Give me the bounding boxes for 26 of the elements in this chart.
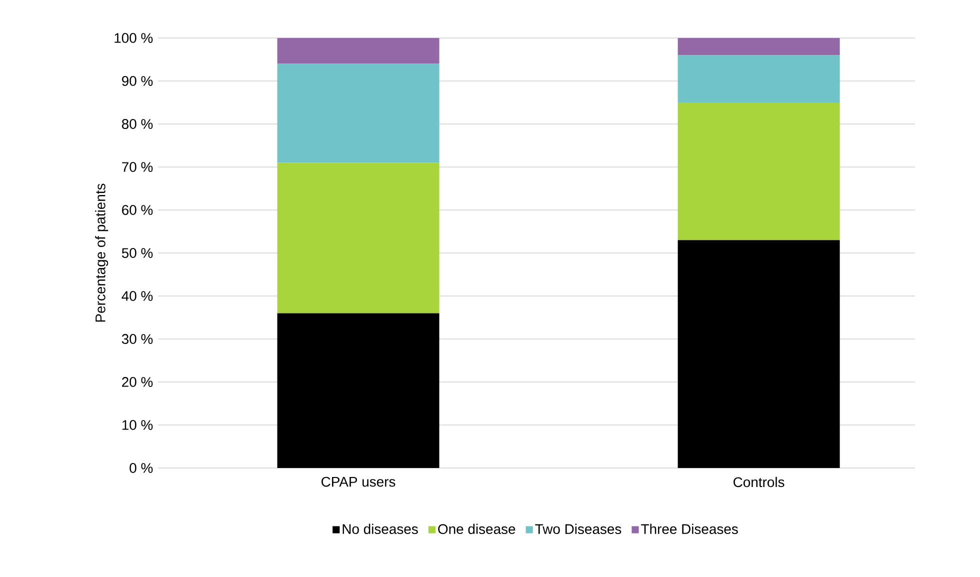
bar — [678, 240, 840, 468]
y-tick-label: 30 % — [122, 334, 153, 344]
bar — [277, 313, 440, 468]
y-tick-label: 80 % — [122, 119, 153, 129]
y-tick-label: 90 % — [122, 76, 153, 86]
legend-label: Three Diseases — [641, 524, 738, 534]
y-tick-label: 40 % — [122, 291, 153, 301]
bar — [277, 162, 440, 314]
bar — [277, 38, 440, 64]
y-tick-label: 0 % — [130, 463, 153, 473]
bar — [678, 38, 840, 56]
y-tick-label: 60 % — [122, 205, 153, 215]
legend-label: Two Diseases — [535, 524, 622, 534]
y-axis-title: Percentage of patients — [95, 184, 108, 322]
legend-label: No diseases — [342, 524, 418, 534]
bar — [277, 64, 440, 163]
bar — [678, 55, 840, 102]
x-tick-label: Controls — [734, 476, 784, 488]
y-tick-label: 100 % — [114, 33, 153, 43]
x-tick-label: CPAP users — [322, 476, 396, 487]
y-tick-label: 10 % — [122, 420, 153, 430]
bar — [678, 102, 840, 240]
y-tick-label: 50 % — [122, 248, 153, 258]
legend-label: One disease — [438, 524, 516, 534]
y-tick-label: 20 % — [122, 377, 153, 387]
y-tick-label: 70 % — [122, 162, 153, 172]
